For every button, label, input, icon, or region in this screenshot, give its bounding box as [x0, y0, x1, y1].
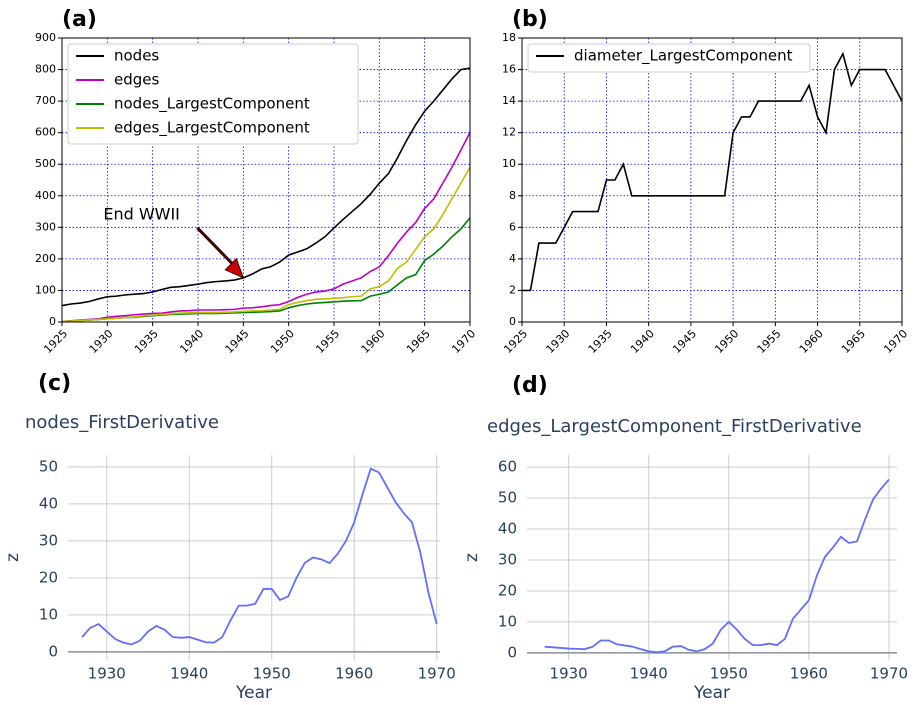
x-tick-label: 1940	[630, 665, 668, 683]
y-tick-label: 100	[35, 283, 56, 296]
y-tick-label: 6	[509, 220, 516, 233]
series-line	[522, 51, 903, 292]
x-axis-title: Year	[235, 683, 272, 703]
series-line	[544, 478, 890, 654]
chart-title: nodes_FirstDerivative	[25, 412, 219, 433]
y-tick-label: 300	[35, 220, 56, 233]
y-tick-label: 4	[509, 252, 516, 265]
y-tick-label: 50	[498, 489, 517, 507]
x-tick-label: 1925	[41, 327, 70, 356]
y-tick-label: 60	[498, 458, 517, 476]
y-tick-label: 800	[35, 63, 56, 76]
x-tick-label: 1955	[755, 327, 784, 356]
x-tick-label: 1945	[223, 327, 252, 356]
y-tick-label: 20	[39, 568, 58, 586]
x-tick-label: 1935	[132, 327, 161, 356]
y-tick-label: 12	[502, 126, 516, 139]
x-tick-label: 1950	[268, 327, 297, 356]
chart-title: edges_LargestComponent_FirstDerivative	[487, 416, 862, 437]
panel-label: (b)	[512, 7, 548, 32]
x-tick-label: 1930	[87, 327, 116, 356]
x-tick-label: 1930	[543, 327, 572, 356]
y-tick-label: 200	[35, 252, 56, 265]
x-tick-label: 1950	[253, 665, 291, 683]
y-tick-label: 0	[49, 315, 56, 328]
x-tick-label: 1960	[797, 327, 826, 356]
x-tick-label: 1950	[710, 665, 748, 683]
y-tick-label: 10	[498, 612, 517, 630]
x-tick-label: 1970	[881, 327, 910, 356]
y-tick-label: 900	[35, 31, 56, 44]
x-tick-label: 1970	[418, 665, 456, 683]
y-tick-label: 16	[502, 63, 516, 76]
series-line	[61, 67, 471, 307]
x-tick-label: 1940	[628, 327, 657, 356]
legend-label: edges	[114, 71, 160, 89]
legend-label: nodes_LargestComponent	[114, 95, 310, 114]
x-tick-label: 1955	[313, 327, 342, 356]
series-line	[61, 166, 471, 323]
x-tick-label: 1970	[449, 327, 478, 356]
y-tick-label: 18	[502, 31, 516, 44]
y-tick-label: 30	[498, 550, 517, 568]
y-tick-label: 40	[498, 520, 517, 538]
annotation-text: End WWII	[103, 204, 180, 223]
x-tick-label: 1960	[359, 327, 388, 356]
x-tick-label: 1945	[670, 327, 699, 356]
x-axis-title: Year	[693, 683, 730, 703]
legend-label: edges_LargestComponent	[114, 119, 310, 138]
series-line	[61, 132, 471, 323]
x-tick-label: 1940	[177, 327, 206, 356]
y-axis-title: z	[3, 553, 23, 562]
y-tick-label: 2	[509, 283, 516, 296]
y-tick-label: 0	[509, 315, 516, 328]
y-tick-label: 50	[39, 457, 58, 475]
y-tick-label: 500	[35, 157, 56, 170]
plot-frame	[61, 37, 471, 323]
legend-label: nodes	[114, 47, 159, 65]
x-tick-label: 1925	[501, 327, 530, 356]
legend: diameter_LargestComponent	[527, 43, 811, 73]
legend-label: diameter_LargestComponent	[574, 47, 793, 66]
x-tick-label: 1960	[790, 665, 828, 683]
series-line	[81, 467, 438, 646]
y-tick-label: 0	[507, 643, 517, 661]
y-tick-label: 10	[502, 157, 516, 170]
y-tick-label: 8	[509, 189, 516, 202]
y-tick-label: 10	[39, 605, 58, 623]
y-tick-label: 400	[35, 189, 56, 202]
x-tick-label: 1930	[550, 665, 588, 683]
x-tick-label: 1930	[88, 665, 126, 683]
y-axis-title: z	[462, 553, 482, 562]
y-tick-label: 40	[39, 494, 58, 512]
x-tick-label: 1960	[335, 665, 373, 683]
x-tick-label: 1935	[586, 327, 615, 356]
panel-label: (d)	[512, 373, 548, 398]
y-tick-label: 0	[48, 642, 58, 660]
legend: nodes edges nodes_LargestComponent edges_La…	[67, 43, 359, 145]
x-tick-label: 1965	[404, 327, 433, 356]
y-tick-label: 20	[498, 581, 517, 599]
x-tick-label: 1950	[712, 327, 741, 356]
y-tick-label: 700	[35, 94, 56, 107]
x-tick-label: 1970	[870, 665, 908, 683]
y-tick-label: 14	[502, 94, 516, 107]
y-tick-label: 600	[35, 126, 56, 139]
legend-box	[527, 43, 811, 73]
x-tick-label: 1940	[170, 665, 208, 683]
x-tick-label: 1965	[839, 327, 868, 356]
panel-label: (a)	[62, 7, 97, 32]
plot-frame	[521, 37, 903, 323]
legend-box	[67, 43, 359, 145]
panel-label: (c)	[38, 371, 71, 396]
annotation-arrowhead	[224, 257, 245, 279]
y-tick-label: 30	[39, 531, 58, 549]
annotation-arrow	[196, 226, 235, 266]
